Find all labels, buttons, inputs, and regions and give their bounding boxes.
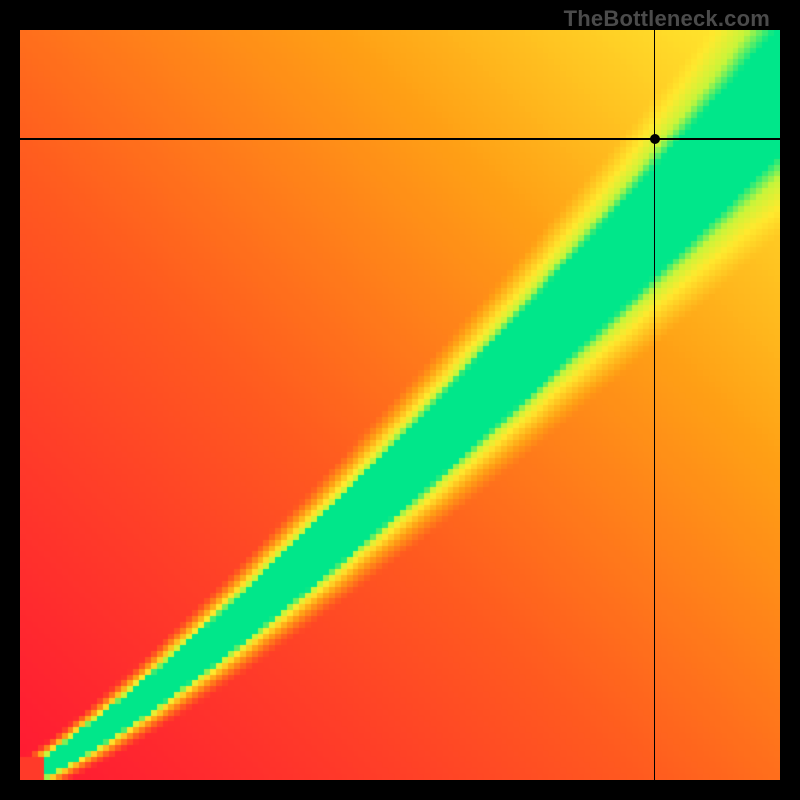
- crosshair-horizontal: [20, 138, 780, 140]
- crosshair-marker: [650, 134, 660, 144]
- plot-area: [20, 30, 780, 780]
- bottleneck-heatmap: [20, 30, 780, 780]
- watermark-text: TheBottleneck.com: [564, 6, 770, 32]
